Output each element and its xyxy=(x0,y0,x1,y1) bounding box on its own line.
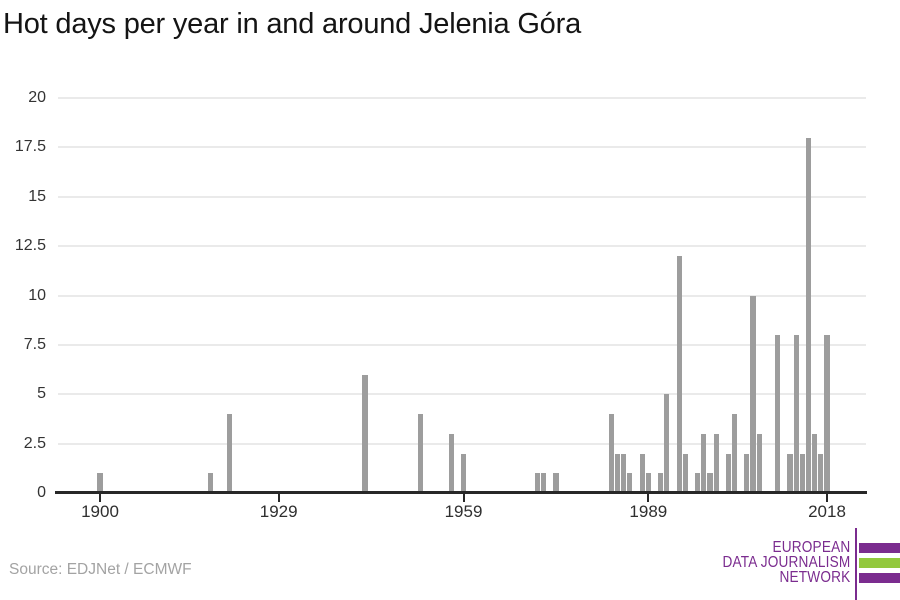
y-gridline-12.5 xyxy=(58,245,866,248)
bar-1985 xyxy=(621,453,627,493)
x-axis-line xyxy=(55,491,867,494)
bar-1994 xyxy=(676,256,682,493)
bar-1900 xyxy=(97,473,103,493)
y-axis-label-10: 10 xyxy=(28,286,46,304)
bar-1921 xyxy=(226,414,232,493)
bar-2010 xyxy=(775,335,781,493)
bar-1974 xyxy=(553,473,559,493)
logo-bar-green xyxy=(859,558,900,568)
bar-1991 xyxy=(658,473,664,493)
bar-1992 xyxy=(664,394,670,493)
y-gridline-5 xyxy=(58,393,866,396)
chart-title: Hot days per year in and around Jelenia … xyxy=(3,8,581,40)
x-axis-label-1989: 1989 xyxy=(629,502,668,521)
logo-bar-purple-top xyxy=(859,543,900,553)
logo-line-network: NETWORK xyxy=(779,569,850,586)
y-gridline-15 xyxy=(58,195,866,198)
bar-1989 xyxy=(645,473,651,493)
x-axis-tick-1989 xyxy=(647,494,650,502)
bar-1998 xyxy=(701,433,707,493)
bar-1995 xyxy=(682,453,688,493)
y-axis-label-12.5: 12.5 xyxy=(14,237,46,255)
y-gridline-17.5 xyxy=(58,146,866,149)
bar-1997 xyxy=(695,473,701,493)
bar-1952 xyxy=(417,414,423,493)
x-axis-label-1900: 1900 xyxy=(81,502,119,521)
bar-1971 xyxy=(534,473,541,493)
bar-2006 xyxy=(750,295,756,493)
y-axis-label-0: 0 xyxy=(37,484,46,501)
x-axis-label-1929: 1929 xyxy=(259,502,298,521)
y-axis-label-15: 15 xyxy=(28,187,46,205)
logo-bar-purple-bottom xyxy=(859,573,900,583)
bar-1957 xyxy=(448,433,454,493)
bar-1943 xyxy=(362,374,368,493)
bar-1988 xyxy=(639,453,645,493)
x-axis-tick-2018 xyxy=(826,494,828,502)
bar-2013 xyxy=(793,335,799,493)
bar-2012 xyxy=(787,453,793,493)
y-axis-label-17.5: 17.5 xyxy=(14,138,46,156)
x-axis-label-2018: 2018 xyxy=(808,502,846,521)
y-gridline-7.5 xyxy=(58,343,866,346)
bar-2017 xyxy=(818,453,824,493)
bar-2007 xyxy=(756,433,762,493)
bar-1972 xyxy=(540,473,547,493)
bar-2015 xyxy=(805,137,812,493)
bar-1983 xyxy=(608,414,614,493)
bar-2018 xyxy=(824,335,830,493)
logo-line-data-journalism: DATA JOURNALISM xyxy=(722,554,850,571)
bar-2014 xyxy=(799,453,805,493)
x-axis-label-1959: 1959 xyxy=(444,502,483,521)
bar-1999 xyxy=(707,473,713,493)
logo-divider-line xyxy=(854,528,857,600)
bar-2003 xyxy=(731,414,738,493)
y-axis-label-7.5: 7.5 xyxy=(23,335,46,353)
x-axis-tick-1929 xyxy=(277,494,280,502)
y-axis-label-20: 20 xyxy=(28,89,46,106)
x-axis-tick-1959 xyxy=(462,494,465,502)
bar-2002 xyxy=(725,453,731,493)
bar-2000 xyxy=(713,433,719,493)
y-gridline-20 xyxy=(58,97,866,99)
bar-1984 xyxy=(614,453,621,493)
source-note: Source: EDJNet / ECMWF xyxy=(9,561,192,578)
edjnet-logo: EUROPEAN DATA JOURNALISM NETWORK xyxy=(690,528,900,600)
y-gridline-10 xyxy=(58,294,866,297)
bar-1918 xyxy=(208,473,214,493)
logo-wordmark: EUROPEAN DATA JOURNALISM NETWORK xyxy=(722,539,850,586)
bar-1959 xyxy=(460,453,467,493)
y-axis-label-5: 5 xyxy=(37,385,46,403)
bar-2005 xyxy=(744,453,750,493)
bar-2016 xyxy=(812,433,818,493)
x-axis-tick-1900 xyxy=(99,494,101,502)
y-axis-label-2.5: 2.5 xyxy=(23,434,46,452)
bar-1986 xyxy=(627,473,633,493)
logo-line-european: EUROPEAN xyxy=(772,539,850,556)
y-gridline-2.5 xyxy=(58,442,866,445)
